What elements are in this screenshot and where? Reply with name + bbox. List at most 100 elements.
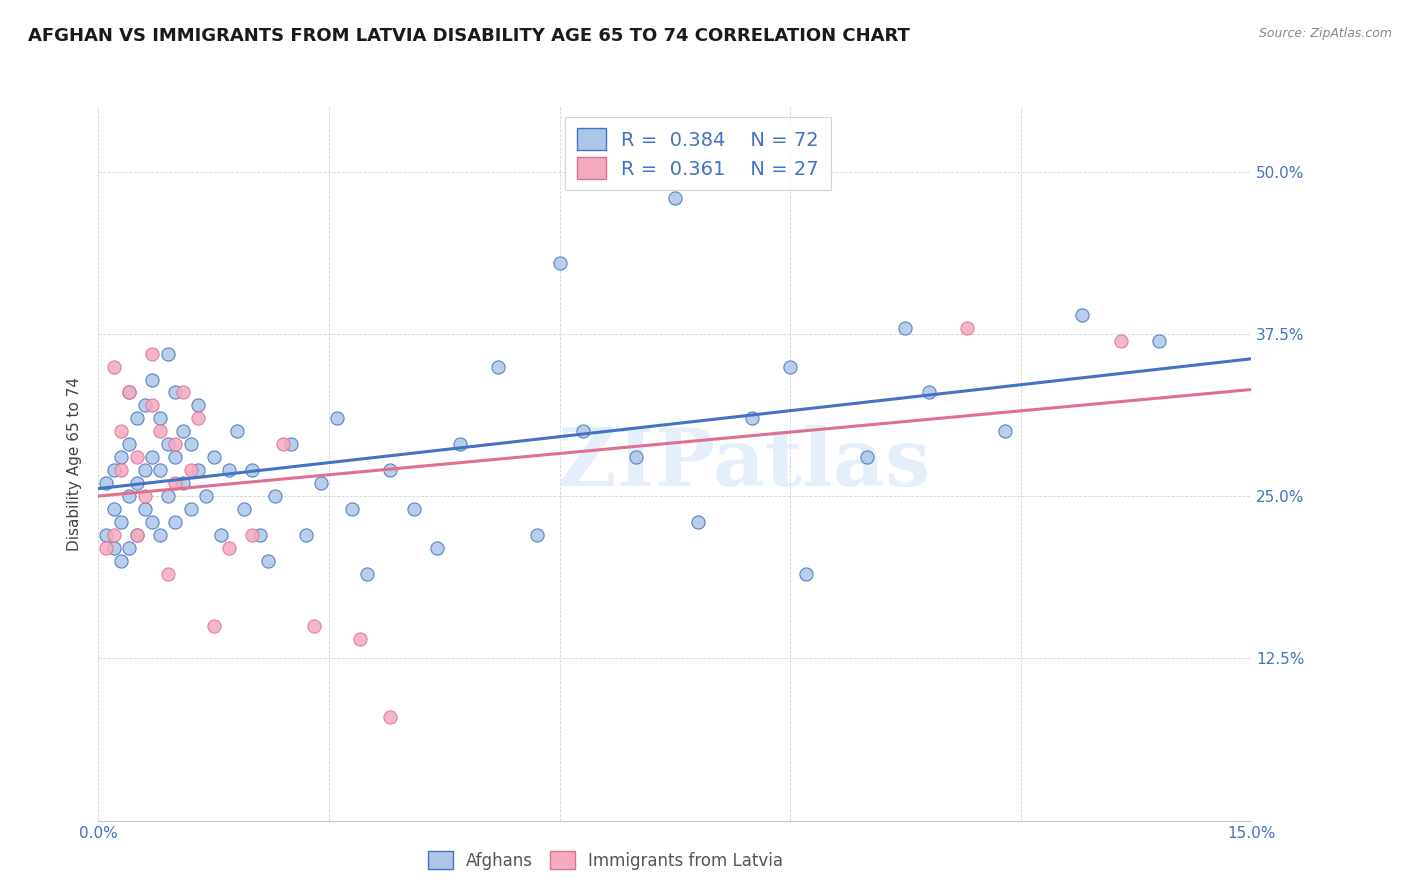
Point [110,450,132,465]
Text: AFGHAN VS IMMIGRANTS FROM LATVIA DISABILITY AGE 65 TO 74 CORRELATION CHART: AFGHAN VS IMMIGRANTS FROM LATVIA DISABIL… [28,27,910,45]
Point [156,346,179,360]
Point [240,463,263,477]
Point [486,359,509,374]
Point [125,528,148,542]
Point [125,476,148,491]
Point [125,528,148,542]
Point [349,632,371,646]
Point [187,463,209,477]
Point [165,450,187,465]
Point [165,437,187,451]
Point [187,399,209,413]
Point [249,528,271,542]
Point [149,425,172,439]
Point [202,450,225,465]
Point [110,425,132,439]
Point [165,476,187,491]
Point [426,541,449,556]
Point [302,619,325,633]
Text: Source: ZipAtlas.com: Source: ZipAtlas.com [1258,27,1392,40]
Point [209,528,232,542]
Point [134,489,156,503]
Point [187,411,209,425]
Point [103,463,125,477]
Point [526,528,548,542]
Point [280,437,302,451]
Point [202,619,225,633]
Point [794,567,817,582]
Point [118,541,141,556]
Point [118,385,141,400]
Point [165,385,187,400]
Point [356,567,378,582]
Point [118,437,141,451]
Point [94,476,117,491]
Point [779,359,801,374]
Point [264,489,287,503]
Point [156,437,179,451]
Point [180,463,202,477]
Point [103,528,125,542]
Legend: Afghans, Immigrants from Latvia: Afghans, Immigrants from Latvia [422,845,790,877]
Point [103,502,125,516]
Point [340,502,363,516]
Point [894,320,917,334]
Point [125,450,148,465]
Point [218,541,240,556]
Point [172,476,194,491]
Point [271,437,294,451]
Point [149,463,172,477]
Point [141,399,163,413]
Point [856,450,879,465]
Point [172,425,194,439]
Point [118,385,141,400]
Point [218,463,240,477]
Point [180,502,202,516]
Point [141,372,163,386]
Point [917,385,939,400]
Point [165,515,187,529]
Point [741,411,763,425]
Point [118,489,141,503]
Y-axis label: Disability Age 65 to 74: Disability Age 65 to 74 [67,376,83,551]
Point [103,359,125,374]
Point [256,554,278,568]
Point [172,385,194,400]
Point [134,502,156,516]
Point [686,515,709,529]
Point [1109,334,1132,348]
Point [380,710,402,724]
Point [311,476,333,491]
Point [94,528,117,542]
Point [141,450,163,465]
Point [240,528,263,542]
Point [449,437,471,451]
Point [1147,334,1170,348]
Point [994,425,1017,439]
Point [295,528,318,542]
Point [94,541,117,556]
Point [233,502,256,516]
Point [141,346,163,360]
Point [149,411,172,425]
Point [125,411,148,425]
Point [156,489,179,503]
Point [664,191,686,205]
Point [195,489,218,503]
Point [110,554,132,568]
Point [134,463,156,477]
Point [225,425,247,439]
Point [380,463,402,477]
Point [141,515,163,529]
Point [626,450,648,465]
Point [180,437,202,451]
Point [402,502,425,516]
Text: ZIPatlas: ZIPatlas [558,425,931,503]
Point [325,411,347,425]
Point [548,256,571,270]
Point [156,567,179,582]
Point [956,320,979,334]
Point [571,425,593,439]
Point [110,515,132,529]
Point [110,463,132,477]
